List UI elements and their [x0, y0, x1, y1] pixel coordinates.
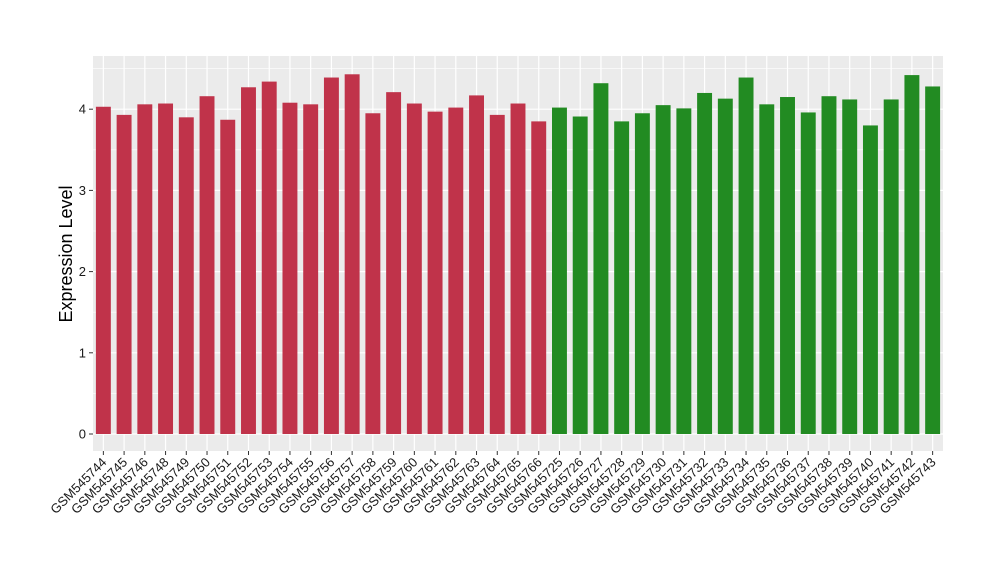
- bar-GSM545762: [448, 107, 464, 435]
- bar-GSM545750: [199, 96, 215, 434]
- bar-GSM545752: [241, 87, 256, 434]
- y-tick-label: 4: [79, 102, 86, 117]
- x-axis: GSM545744GSM545745GSM545746GSM545748GSM5…: [47, 451, 939, 517]
- bar-GSM545737: [800, 112, 816, 434]
- bar-GSM545755: [303, 104, 319, 434]
- bar-GSM545738: [821, 96, 837, 434]
- bar-GSM545739: [842, 99, 858, 435]
- bar-GSM545763: [469, 95, 484, 435]
- y-tick-label: 3: [79, 183, 86, 198]
- bar-GSM545732: [697, 92, 713, 435]
- bar-GSM545756: [323, 77, 339, 435]
- bar-GSM545761: [427, 111, 443, 435]
- bar-GSM545742: [904, 75, 920, 434]
- y-axis-title: Expression Level: [56, 185, 76, 322]
- y-tick-label: 0: [79, 427, 86, 442]
- bar-GSM545744: [95, 106, 111, 434]
- bar-GSM545727: [593, 83, 609, 434]
- bar-GSM545757: [344, 74, 360, 434]
- bar-GSM545754: [282, 102, 298, 434]
- bar-GSM545749: [178, 117, 194, 434]
- bar-GSM545735: [759, 104, 775, 434]
- bar-GSM545746: [137, 104, 153, 434]
- y-tick-label: 1: [79, 345, 86, 360]
- bar-GSM545765: [510, 103, 526, 435]
- bar-GSM545736: [780, 97, 795, 435]
- bar-GSM545758: [365, 113, 381, 434]
- bar-GSM545734: [738, 77, 754, 435]
- bar-GSM545760: [406, 103, 422, 435]
- bar-GSM545751: [220, 119, 236, 435]
- y-tick-label: 2: [79, 264, 86, 279]
- bar-GSM545743: [925, 86, 941, 435]
- bar-GSM545753: [261, 81, 277, 434]
- bar-GSM545730: [655, 105, 671, 434]
- bar-GSM545733: [717, 98, 733, 435]
- bar-GSM545741: [883, 99, 899, 435]
- bars: [95, 74, 941, 435]
- bar-GSM545745: [116, 114, 132, 434]
- bar-GSM545748: [158, 103, 174, 435]
- bar-GSM545726: [572, 116, 588, 435]
- y-axis: 0 1 2 3 4: [79, 102, 93, 442]
- bar-GSM545764: [489, 114, 505, 434]
- bar-GSM545740: [862, 125, 878, 434]
- bar-GSM545729: [634, 113, 650, 434]
- bar-GSM545766: [531, 121, 547, 434]
- bar-GSM545731: [676, 108, 692, 434]
- bar-GSM545759: [386, 92, 402, 434]
- bar-GSM545725: [552, 107, 567, 435]
- bar-GSM545728: [614, 121, 630, 434]
